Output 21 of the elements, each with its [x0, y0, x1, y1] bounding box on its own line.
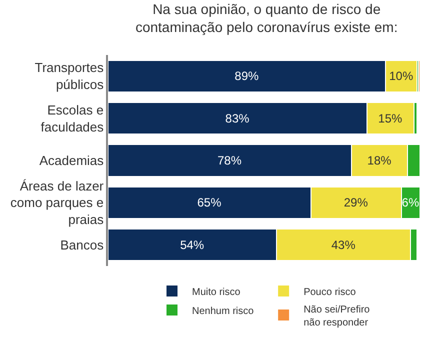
data-label: 29% [344, 196, 368, 210]
y-tick-label: Escolas e faculdades [40, 102, 104, 134]
legend-label: Não sei/Prefiro não responder [304, 304, 370, 328]
data-label: 6% [402, 196, 420, 210]
legend-label: Nenhum risco [192, 306, 254, 317]
y-tick-label: Academias [39, 153, 104, 168]
data-label: 15% [378, 111, 403, 126]
y-tick-label: Transportes públicos [34, 60, 104, 92]
data-label: 78% [218, 154, 242, 168]
data-label: 65% [197, 196, 222, 210]
chart-title: Na sua opinião, o quanto de risco de contaminação pelo coronavírus existe em: [135, 0, 398, 35]
data-label: 10% [389, 69, 414, 84]
data-label: 54% [180, 238, 204, 252]
legend-label: Muito risco [192, 286, 241, 298]
legend-label: Pouco risco [304, 286, 356, 298]
y-tick-label: Bancos [60, 237, 104, 252]
data-label: 83% [225, 111, 250, 126]
data-label: 43% [331, 238, 356, 252]
data-label: 18% [367, 154, 392, 168]
data-label: 89% [234, 69, 260, 84]
y-tick-label: Áreas de lazer como parques e praias [10, 178, 104, 228]
